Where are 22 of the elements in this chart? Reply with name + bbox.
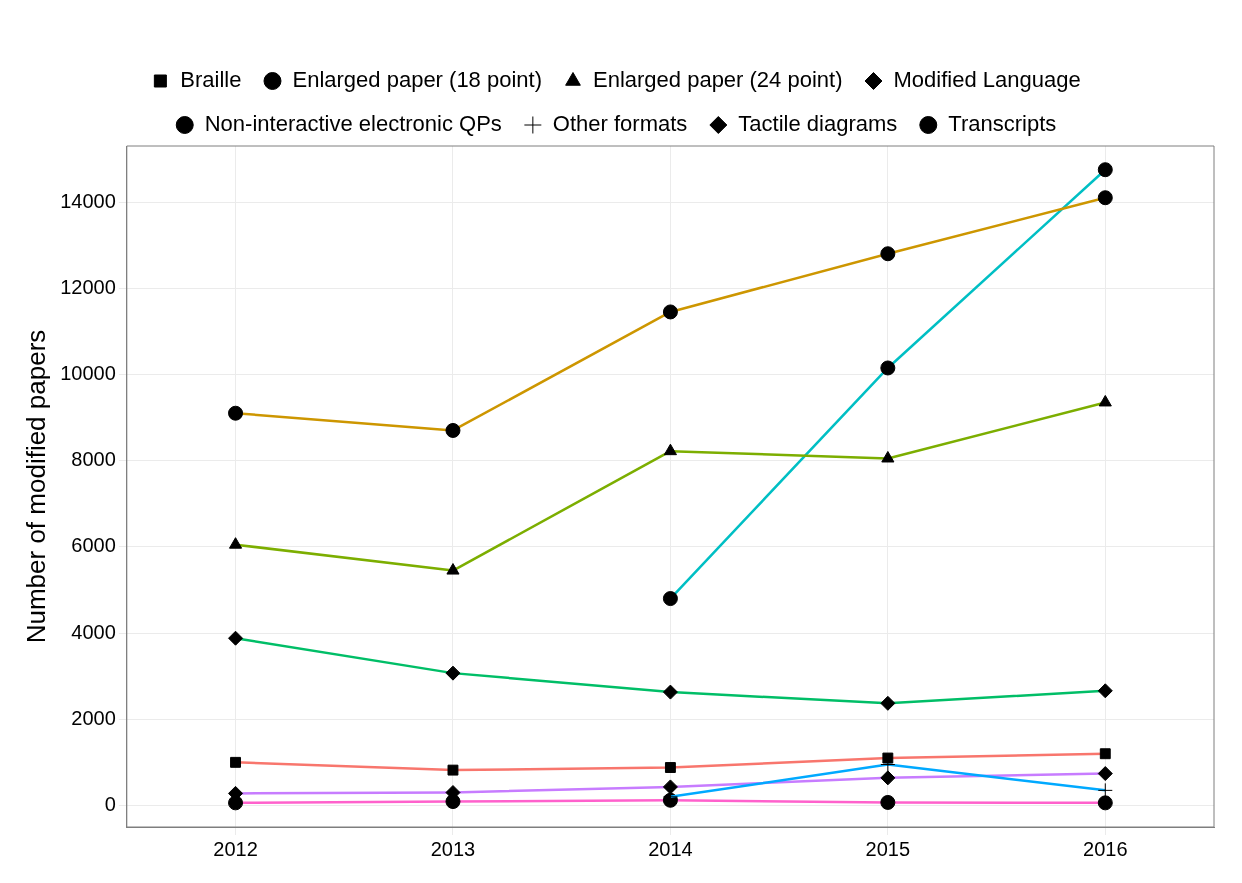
legend-label: Non-interactive electronic QPs [204,111,502,137]
y-axis-title: Number of modified papers [20,329,51,644]
legend-label: Other formats [552,111,688,137]
x-tick-label: 2015 [865,837,911,860]
legend-label: Braille [180,67,242,93]
y-tick-label: 2000 [71,706,116,729]
x-tick-label: 2013 [430,837,476,860]
legend-label: Enlarged paper (18 point) [292,67,542,93]
x-tick-label: 2016 [1083,837,1128,860]
y-tick-label: 8000 [71,448,116,471]
y-tick-label: 12000 [60,275,116,298]
y-tick-label: 10000 [60,361,116,384]
legend-label: Enlarged paper (24 point) [592,67,843,93]
y-tick-label: 0 [104,792,116,815]
y-tick-label: 4000 [71,620,116,643]
y-tick-label: 14000 [60,189,116,212]
x-tick-label: 2014 [648,837,693,860]
legend-label: Tactile diagrams [738,111,898,137]
legend-label: Modified Language [893,67,1081,93]
legend-label: Transcripts [948,111,1057,137]
x-tick-label: 2012 [213,837,258,860]
y-tick-label: 6000 [71,534,116,557]
